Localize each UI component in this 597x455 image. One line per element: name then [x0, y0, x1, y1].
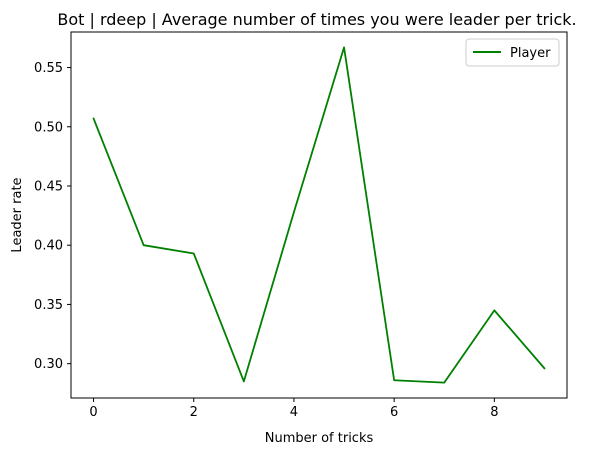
x-axis-label: Number of tricks	[265, 431, 374, 446]
y-tick-label: 0.30	[34, 357, 63, 372]
x-tick-label: 8	[490, 405, 498, 420]
legend-box	[465, 38, 560, 67]
y-tick-label: 0.55	[34, 61, 63, 76]
legend: Player	[465, 38, 560, 67]
chart-title: Bot | rdeep | Average number of times yo…	[57, 10, 576, 29]
y-tick-label: 0.50	[34, 120, 63, 135]
y-axis-label: Leader rate	[10, 177, 25, 252]
x-axis: 0 2 4 6 8	[89, 398, 498, 420]
x-tick-label: 6	[390, 405, 398, 420]
y-tick-label: 0.45	[34, 179, 63, 194]
y-tick-label: 0.40	[34, 239, 63, 254]
legend-label: Player	[510, 46, 551, 61]
plot-area	[70, 31, 568, 399]
series-layer	[92, 46, 546, 384]
x-tick-label: 0	[89, 405, 97, 420]
x-tick-label: 2	[190, 405, 198, 420]
series-line-player	[92, 46, 546, 384]
x-tick-label: 4	[290, 405, 298, 420]
y-tick-label: 0.35	[34, 298, 63, 313]
y-axis: 0.30 0.35 0.40 0.45 0.50 0.55	[34, 61, 71, 372]
